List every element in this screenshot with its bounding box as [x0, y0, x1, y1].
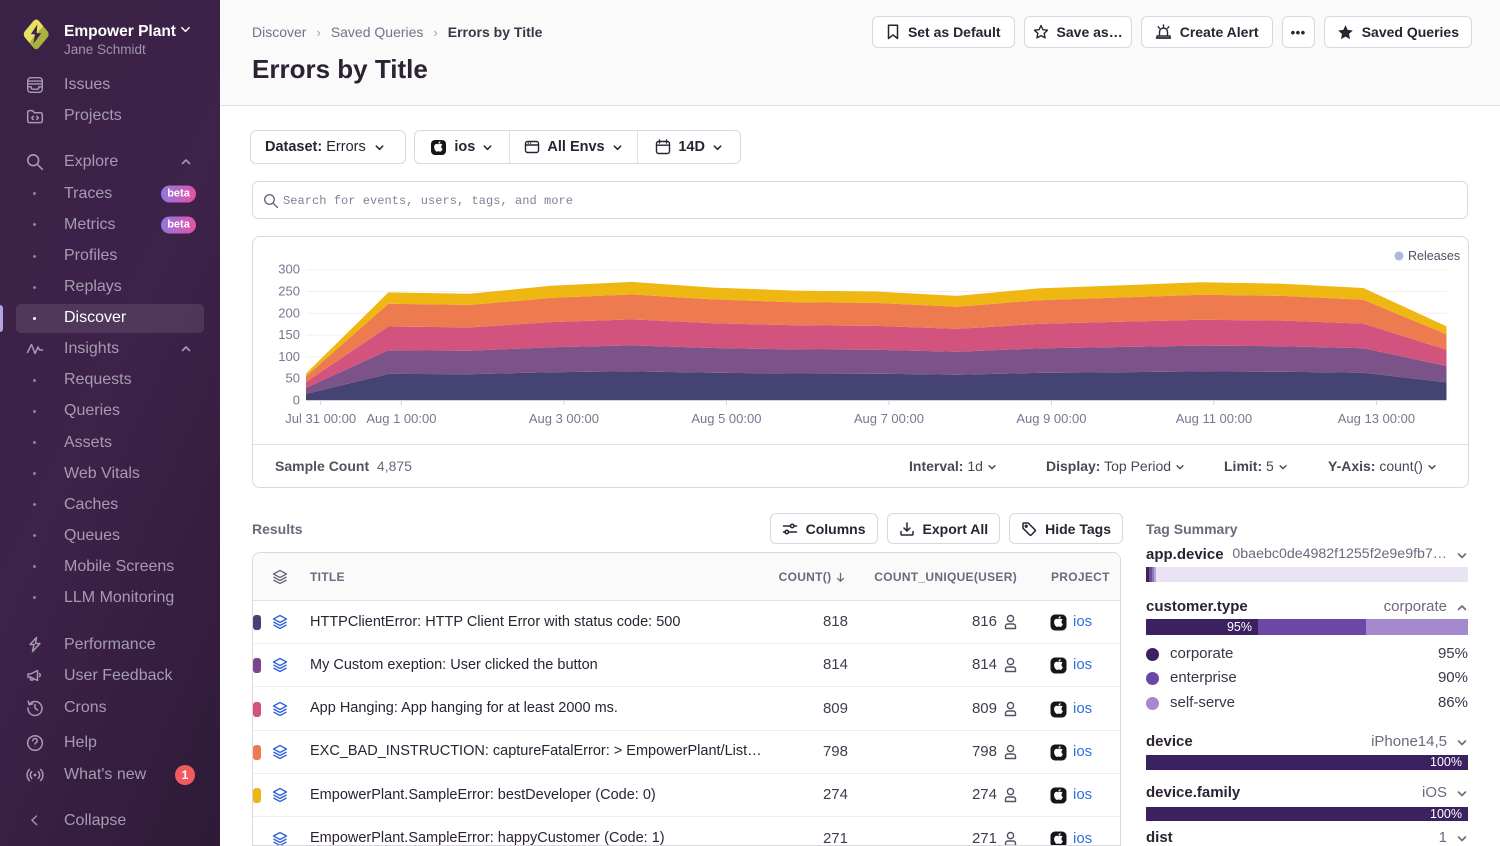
- svg-text:Aug 11 00:00: Aug 11 00:00: [1176, 411, 1252, 426]
- svg-text:150: 150: [278, 327, 300, 342]
- svg-text:Aug 13 00:00: Aug 13 00:00: [1338, 411, 1415, 426]
- svg-text:250: 250: [278, 284, 300, 299]
- svg-text:Aug 5 00:00: Aug 5 00:00: [691, 411, 761, 426]
- svg-text:200: 200: [278, 305, 300, 320]
- svg-text:Aug 7 00:00: Aug 7 00:00: [854, 411, 924, 426]
- svg-text:Jul 31 00:00: Jul 31 00:00: [285, 411, 356, 426]
- svg-text:0: 0: [293, 393, 300, 408]
- svg-text:Aug 3 00:00: Aug 3 00:00: [529, 411, 599, 426]
- svg-text:Aug 9 00:00: Aug 9 00:00: [1016, 411, 1086, 426]
- svg-text:100: 100: [278, 349, 300, 364]
- svg-text:Releases: Releases: [1408, 249, 1460, 263]
- svg-text:300: 300: [278, 262, 300, 277]
- svg-text:Aug 1 00:00: Aug 1 00:00: [366, 411, 436, 426]
- svg-text:50: 50: [286, 371, 300, 386]
